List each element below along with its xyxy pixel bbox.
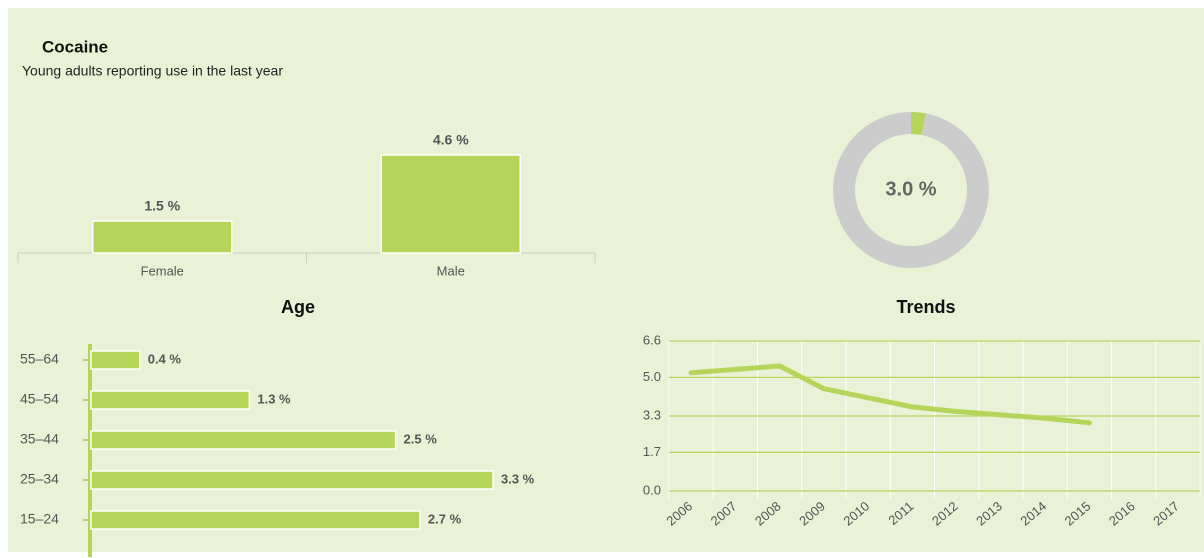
value-label: 2.7 % bbox=[428, 511, 462, 526]
y-tick-label: 45–54 bbox=[20, 391, 59, 407]
value-label: 3.3 % bbox=[501, 471, 535, 486]
bar bbox=[380, 154, 521, 254]
bar bbox=[92, 220, 233, 254]
value-label: 1.3 % bbox=[257, 391, 291, 406]
value-label: 2.5 % bbox=[404, 431, 438, 446]
bar bbox=[90, 470, 494, 490]
y-tick-label: 0.0 bbox=[643, 482, 661, 497]
donut-label: 3.0 % bbox=[885, 178, 936, 200]
value-label: 0.4 % bbox=[148, 351, 182, 366]
x-tick-label: Male bbox=[437, 263, 465, 278]
value-label: 4.6 % bbox=[433, 132, 469, 148]
x-tick-label: Female bbox=[141, 263, 184, 278]
y-tick-label: 5.0 bbox=[643, 369, 661, 384]
value-label: 1.5 % bbox=[144, 198, 180, 214]
y-tick-label: 1.7 bbox=[643, 444, 661, 459]
title: Cocaine bbox=[42, 37, 108, 56]
y-tick-label: 35–44 bbox=[20, 431, 59, 447]
y-tick-label: 6.6 bbox=[643, 332, 661, 347]
chart-title: Age bbox=[281, 297, 315, 317]
y-tick-label: 15–24 bbox=[20, 511, 59, 527]
panel bbox=[8, 8, 1204, 552]
chart-title: Trends bbox=[896, 297, 955, 317]
y-tick-label: 3.3 bbox=[643, 407, 661, 422]
bar bbox=[90, 350, 141, 370]
trend-line bbox=[688, 363, 1092, 426]
bar bbox=[90, 390, 251, 410]
donut-arc bbox=[910, 112, 926, 136]
y-tick-label: 55–64 bbox=[20, 351, 59, 367]
bar bbox=[90, 510, 421, 530]
bar bbox=[90, 430, 397, 450]
subtitle: Young adults reporting use in the last y… bbox=[22, 63, 283, 79]
y-tick-label: 25–34 bbox=[20, 471, 59, 487]
